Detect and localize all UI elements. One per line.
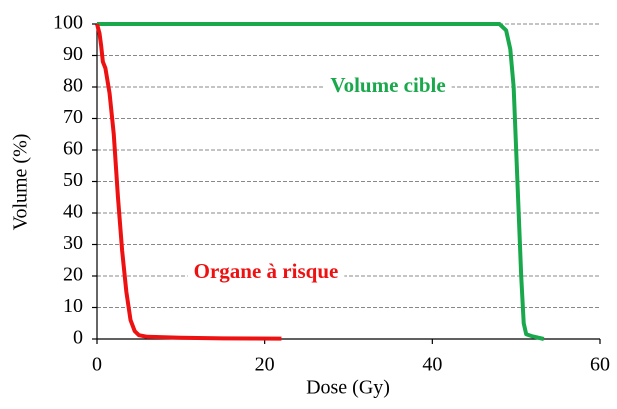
y-tick-label: 0: [73, 327, 83, 349]
x-axis-label: Dose (Gy): [306, 377, 390, 399]
x-tick-label: 40: [422, 354, 442, 376]
y-tick-label: 40: [63, 201, 83, 223]
y-tick-label: 30: [63, 232, 83, 254]
x-tick-label: 60: [590, 354, 610, 376]
x-tick-label: 0: [92, 354, 102, 376]
label-background: [324, 70, 452, 99]
y-tick-label: 10: [63, 295, 83, 317]
y-tick-label: 90: [63, 43, 83, 65]
label-background: [187, 256, 345, 285]
series-line: [97, 22, 545, 341]
y-tick-label: 100: [53, 12, 83, 34]
series-label: Volume cible: [330, 73, 445, 97]
y-tick-label: 70: [63, 106, 83, 128]
y-tick-label: 20: [63, 264, 83, 286]
series-label: Organe à risque: [194, 259, 339, 283]
x-tick-label: 20: [255, 354, 275, 376]
y-axis-label: Volume (%): [10, 134, 32, 231]
y-tick-label: 60: [63, 138, 83, 160]
y-tick-label: 50: [63, 169, 83, 191]
series-line: [95, 23, 282, 341]
y-tick-label: 80: [63, 75, 83, 97]
